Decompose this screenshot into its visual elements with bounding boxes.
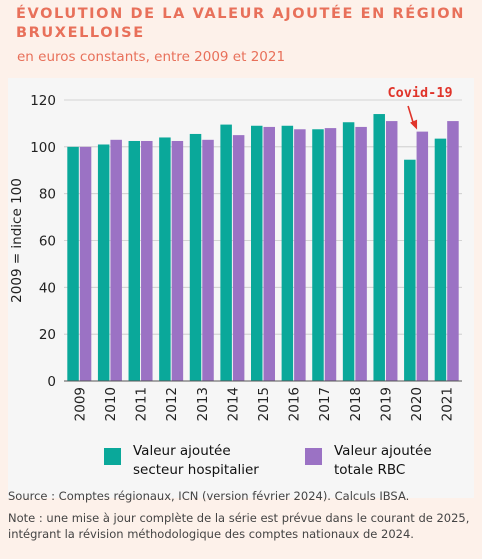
y-tick-label: 40 xyxy=(39,280,56,296)
bar-hospital-2010 xyxy=(97,144,110,381)
x-tick-label: 2016 xyxy=(287,387,303,421)
gridlines xyxy=(64,99,462,382)
bar-total-2011 xyxy=(141,140,153,381)
y-tick-label: 20 xyxy=(39,327,56,343)
bar-hospital-2016 xyxy=(281,125,294,381)
legend-label-line: Valeur ajoutée xyxy=(133,443,231,459)
x-tick-label: 2014 xyxy=(225,387,241,421)
y-tick-label: 0 xyxy=(47,374,56,390)
bar-hospital-2014 xyxy=(220,124,232,382)
x-tick-label: 2019 xyxy=(378,387,394,421)
x-tick-label: 2012 xyxy=(164,387,180,421)
bar-total-2017 xyxy=(324,128,337,381)
bar-total-2020 xyxy=(416,131,429,381)
annotation: Covid-19 xyxy=(388,85,453,130)
bar-total-2009 xyxy=(79,146,92,381)
legend-label-line: totale RBC xyxy=(334,462,406,478)
x-tick-label: 2011 xyxy=(134,387,150,421)
legend-label-line: Valeur ajoutée xyxy=(334,443,432,459)
y-axis: 0 20 40 60 80 100 120 2009 = indice 100 xyxy=(9,93,56,390)
legend-label-total: Valeur ajoutée totale RBC xyxy=(334,442,482,480)
x-tick-label: 2009 xyxy=(72,387,88,421)
y-tick-label: 100 xyxy=(30,140,56,156)
bar-hospital-2017 xyxy=(312,129,324,381)
chart-subtitle: en euros constants, entre 2009 et 2021 xyxy=(17,49,286,65)
x-tick-label: 2020 xyxy=(409,387,425,421)
covid-arrow-head xyxy=(410,119,418,130)
bar-hospital-2018 xyxy=(342,122,355,381)
source-text: Source : Comptes régionaux, ICN (version… xyxy=(8,489,410,503)
bar-hospital-2012 xyxy=(159,137,171,381)
x-tick-label: 2010 xyxy=(103,387,119,421)
bars xyxy=(67,114,459,382)
legend-label-hospital: Valeur ajoutée secteur hospitalier xyxy=(133,442,283,480)
bar-total-2014 xyxy=(232,135,245,381)
bar-total-2015 xyxy=(263,126,275,381)
bar-total-2012 xyxy=(171,140,184,381)
y-axis-title: 2009 = indice 100 xyxy=(9,178,25,303)
bar-hospital-2019 xyxy=(373,114,385,382)
legend-swatch-total xyxy=(305,448,322,465)
x-tick-label: 2013 xyxy=(195,387,211,421)
note-text: Note : une mise à jour complète de la sé… xyxy=(8,511,470,541)
legend-swatch-hospital xyxy=(104,448,121,465)
bar-total-2021 xyxy=(447,121,459,381)
bar-total-2016 xyxy=(294,129,306,381)
covid-annotation-label: Covid-19 xyxy=(388,85,453,101)
legend-item-total: Valeur ajoutée totale RBC xyxy=(305,442,482,480)
x-tick-label: 2017 xyxy=(317,387,333,421)
bar-total-2010 xyxy=(110,139,122,381)
bar-hospital-2015 xyxy=(251,125,263,381)
y-tick-label: 80 xyxy=(39,187,56,203)
x-tick-label: 2015 xyxy=(256,387,272,421)
x-tick-label: 2018 xyxy=(348,387,364,421)
legend-item-hospital: Valeur ajoutée secteur hospitalier xyxy=(104,442,283,480)
bar-hospital-2013 xyxy=(189,133,202,381)
x-tick-label: 2021 xyxy=(440,387,456,421)
bar-total-2018 xyxy=(355,126,367,381)
y-tick-label: 60 xyxy=(39,234,56,250)
chart-title: Évolution de la valeur ajoutée en Région… xyxy=(16,6,465,41)
x-axis: 2009 2010 2011 2012 2013 2014 2015 2016 2017 2018… xyxy=(64,380,462,421)
y-tick-label: 120 xyxy=(30,93,56,109)
bar-hospital-2011 xyxy=(128,140,141,381)
bar-total-2013 xyxy=(202,139,214,381)
bar-hospital-2009 xyxy=(67,146,79,381)
bar-total-2019 xyxy=(385,121,398,381)
bar-hospital-2021 xyxy=(434,138,447,381)
legend-label-line: secteur hospitalier xyxy=(133,462,259,478)
bar-hospital-2020 xyxy=(404,159,416,381)
